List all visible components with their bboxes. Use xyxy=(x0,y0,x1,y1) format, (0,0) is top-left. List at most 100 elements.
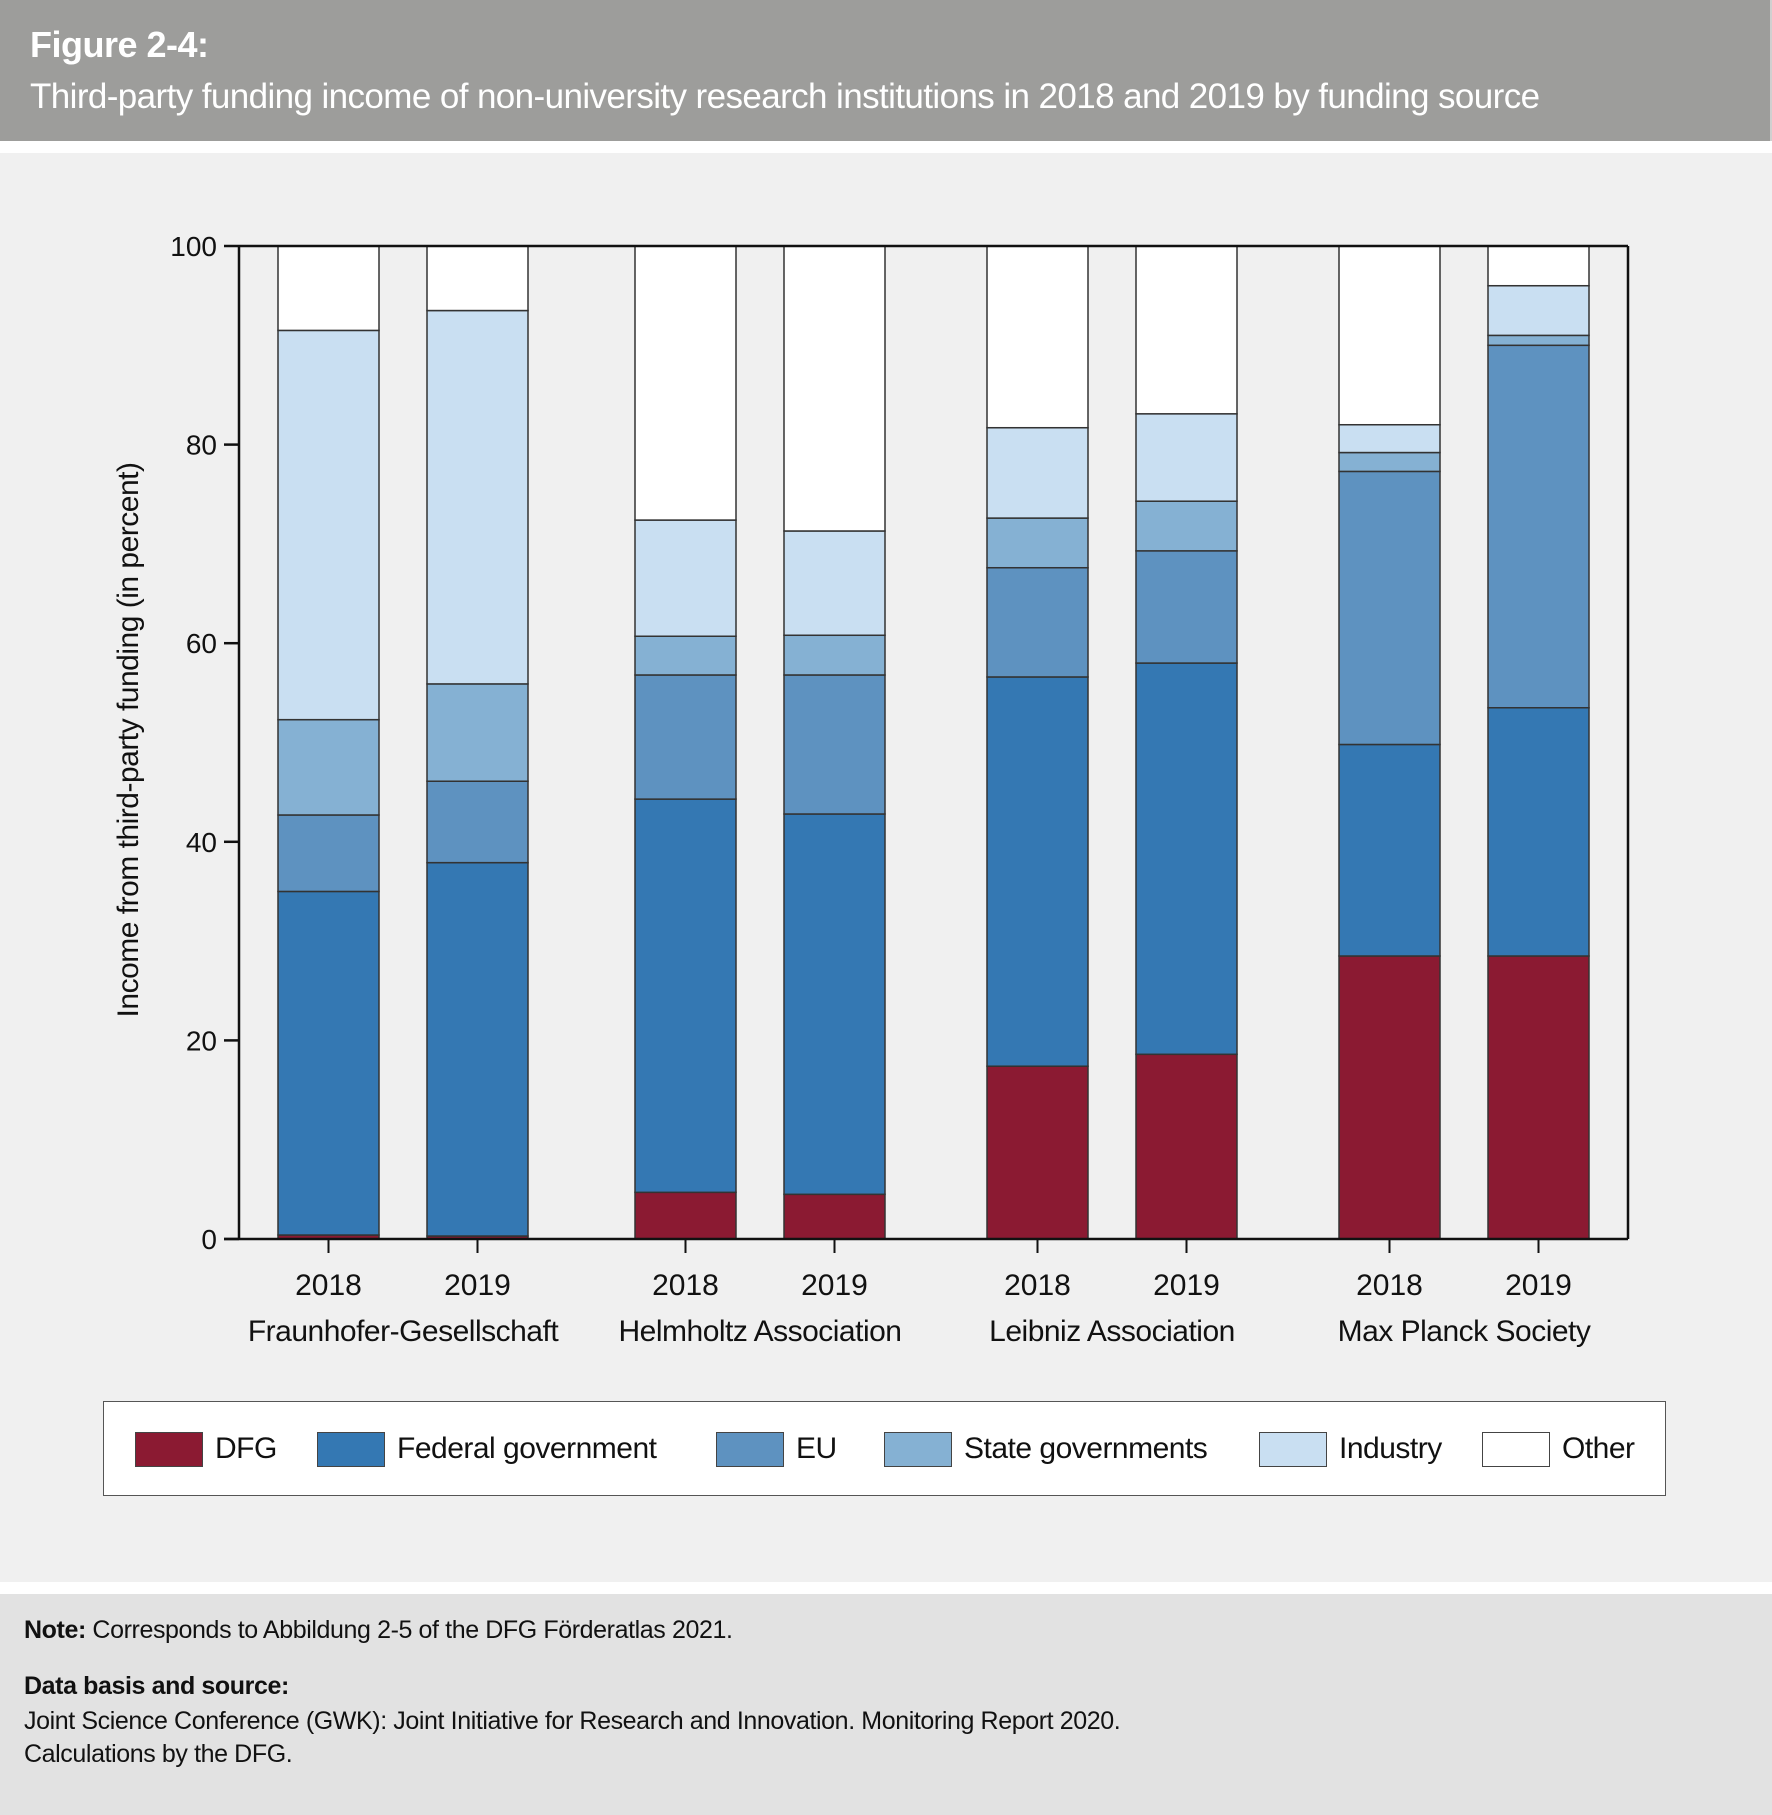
figure-header: Figure 2-4: Third-party funding income o… xyxy=(0,0,1772,141)
note-line: Note: Corresponds to Abbildung 2-5 of th… xyxy=(24,1616,733,1645)
bar-segment-state-governments xyxy=(1338,451,1441,473)
y-tick-label: 40 xyxy=(186,827,217,858)
x-group-label: Max Planck Society xyxy=(1338,1315,1591,1348)
bar-stack-helmholtz-association-2018 xyxy=(634,245,737,1240)
y-tick-label: 0 xyxy=(201,1224,217,1255)
legend-swatch xyxy=(1259,1431,1327,1467)
bar-segment-state-governments xyxy=(277,718,380,816)
bar-segment-federal-government xyxy=(986,676,1089,1067)
legend-label: Federal government xyxy=(397,1432,657,1465)
legend-label: DFG xyxy=(215,1432,277,1465)
bar-segment-dfg xyxy=(783,1193,886,1240)
bar-segment-eu xyxy=(986,566,1089,678)
bar-segment-eu xyxy=(426,780,529,864)
bar-stack-max-planck-society-2018 xyxy=(1338,245,1441,1240)
bar-segment-industry xyxy=(1487,284,1590,337)
legend-label: Industry xyxy=(1339,1432,1442,1465)
note-text: Corresponds to Abbildung 2-5 of the DFG … xyxy=(85,1616,733,1644)
source-label: Data basis and source: xyxy=(24,1672,289,1700)
x-tick-label-year: 2019 xyxy=(801,1269,868,1302)
legend-label: Other xyxy=(1562,1432,1635,1465)
bar-segment-other xyxy=(277,245,380,332)
bar-segment-industry xyxy=(1135,413,1238,502)
bar-segment-other xyxy=(1338,245,1441,426)
bar-segment-industry xyxy=(277,329,380,721)
bar-stack-helmholtz-association-2019 xyxy=(783,245,886,1240)
axes-layer: 0 20 40 60 80 100 2018 2019 2018 2019 2018 2019 2018… xyxy=(170,231,1630,1348)
bar-segment-dfg xyxy=(1338,955,1441,1240)
bar-segment-eu xyxy=(1487,344,1590,709)
bar-stack-fraunhofer-gesellschaft-2018 xyxy=(277,245,380,1240)
bar-stack-fraunhofer-gesellschaft-2019 xyxy=(426,245,529,1240)
bar-segment-eu xyxy=(1338,470,1441,746)
bar-segment-federal-government xyxy=(1338,743,1441,957)
bar-segment-dfg xyxy=(1487,955,1590,1240)
bar-segment-federal-government xyxy=(1487,706,1590,957)
bar-segment-dfg xyxy=(634,1191,737,1240)
y-tick-label: 60 xyxy=(186,628,217,659)
legend-swatch xyxy=(884,1431,952,1467)
bar-segment-other xyxy=(986,245,1089,429)
legend-item-other: Other xyxy=(1482,1431,1635,1467)
legend-swatch xyxy=(317,1431,385,1467)
bar-segment-other xyxy=(1487,245,1590,287)
bars-layer xyxy=(277,245,1590,1240)
bar-segment-dfg xyxy=(986,1065,1089,1240)
footer-notes: Note: Corresponds to Abbildung 2-5 of th… xyxy=(0,1594,1772,1815)
bar-segment-eu xyxy=(1135,550,1238,664)
bar-segment-eu xyxy=(277,814,380,893)
legend-item-federal-government: Federal government xyxy=(317,1431,657,1467)
bar-segment-federal-government xyxy=(426,861,529,1237)
y-tick-label: 80 xyxy=(186,430,217,461)
bar-segment-eu xyxy=(634,674,737,800)
legend-item-state-governments: State governments xyxy=(884,1431,1208,1467)
bar-segment-dfg xyxy=(1135,1053,1238,1240)
legend-item-eu: EU xyxy=(716,1431,837,1467)
bar-segment-industry xyxy=(783,530,886,637)
bar-segment-state-governments xyxy=(426,683,529,782)
y-axis-label: Income from third-party funding (in perc… xyxy=(112,463,145,1018)
bar-segment-other xyxy=(783,245,886,532)
figure-title: Third-party funding income of non-univer… xyxy=(30,77,1540,116)
bar-segment-other xyxy=(634,245,737,521)
bar-segment-federal-government xyxy=(634,798,737,1194)
bar-segment-industry xyxy=(426,309,529,685)
x-tick-label-year: 2018 xyxy=(1356,1269,1423,1302)
bar-segment-state-governments xyxy=(634,635,737,676)
x-tick-label-year: 2019 xyxy=(1153,1269,1220,1302)
bar-segment-federal-government xyxy=(1135,662,1238,1056)
bar-segment-federal-government xyxy=(783,813,886,1196)
x-tick-label-year: 2018 xyxy=(1004,1269,1071,1302)
x-tick-label-year: 2019 xyxy=(444,1269,511,1302)
legend-label: EU xyxy=(796,1432,837,1465)
note-label: Note: xyxy=(24,1616,86,1644)
bar-segment-industry xyxy=(634,519,737,637)
bar-segment-eu xyxy=(783,674,886,815)
bar-stack-leibniz-association-2019 xyxy=(1135,245,1238,1240)
legend-item-dfg: DFG xyxy=(135,1431,277,1467)
y-tick-label: 20 xyxy=(186,1025,217,1056)
bar-segment-industry xyxy=(1338,423,1441,454)
legend-swatch xyxy=(135,1431,203,1467)
x-group-label: Leibniz Association xyxy=(989,1315,1235,1348)
legend-swatch xyxy=(1482,1431,1550,1467)
bar-stack-max-planck-society-2019 xyxy=(1487,245,1590,1240)
legend: DFG Federal government EU State governments… xyxy=(103,1401,1666,1496)
source-line-1: Joint Science Conference (GWK): Joint In… xyxy=(24,1707,1121,1735)
x-group-label: Fraunhofer-Gesellschaft xyxy=(248,1315,559,1348)
legend-swatch xyxy=(716,1431,784,1467)
bar-stack-leibniz-association-2018 xyxy=(986,245,1089,1240)
bar-segment-other xyxy=(1135,245,1238,415)
bar-segment-state-governments xyxy=(1135,500,1238,552)
bar-segment-state-governments xyxy=(1487,334,1590,347)
legend-label: State governments xyxy=(964,1432,1208,1465)
bar-segment-other xyxy=(426,245,529,312)
bar-segment-state-governments xyxy=(986,517,1089,569)
figure-label: Figure 2-4: xyxy=(30,24,209,65)
x-tick-label-year: 2018 xyxy=(295,1269,362,1302)
bar-segment-industry xyxy=(986,426,1089,519)
source-line-2: Calculations by the DFG. xyxy=(24,1740,293,1768)
legend-item-industry: Industry xyxy=(1259,1431,1442,1467)
y-tick-label: 100 xyxy=(170,231,217,262)
